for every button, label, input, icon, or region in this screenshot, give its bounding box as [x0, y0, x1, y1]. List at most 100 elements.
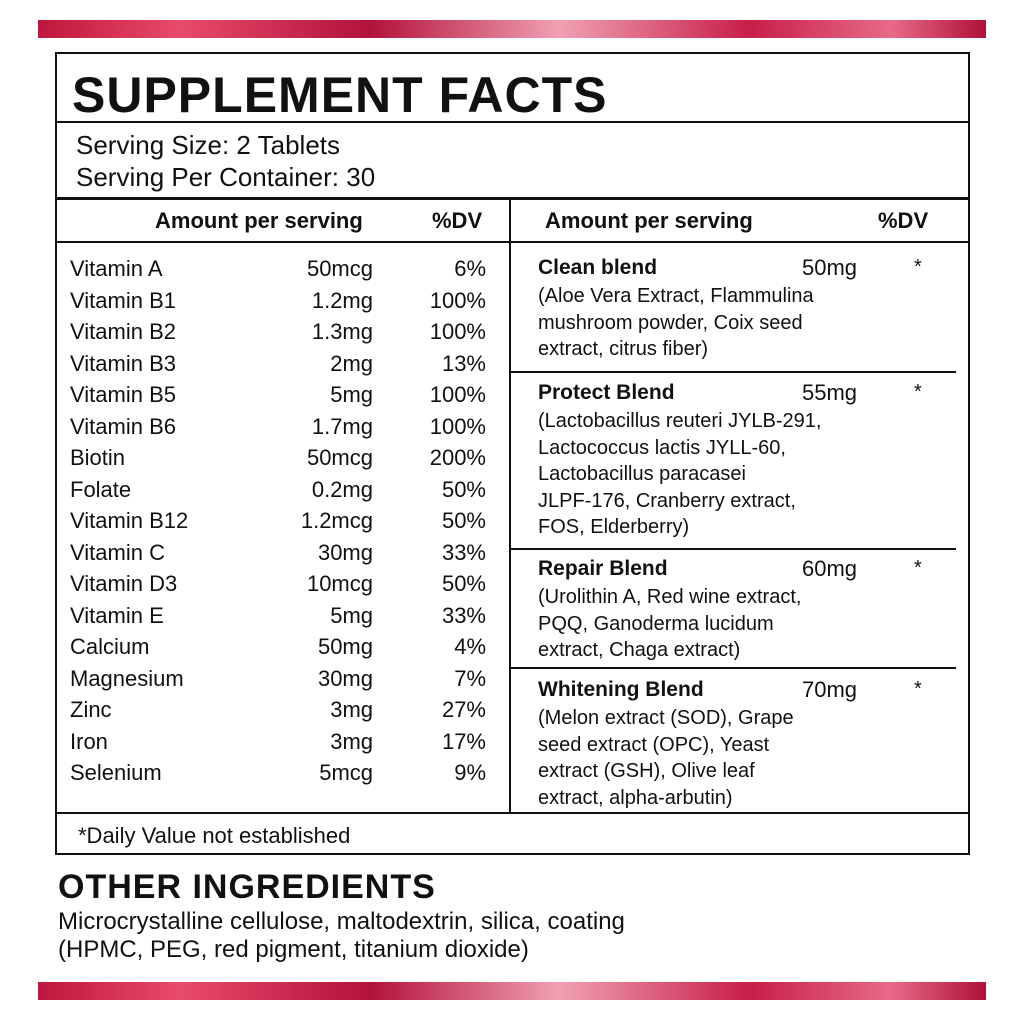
- nutrient-amount: 0.2mg: [311, 476, 373, 502]
- other-ingredients-text: Microcrystalline cellulose, maltodextrin…: [58, 908, 625, 935]
- divider: [510, 371, 956, 373]
- blend-ingredients: Lactobacillus paracasei: [538, 463, 746, 485]
- nutrient-name: Vitamin B12: [70, 508, 189, 533]
- bottom-bar: [38, 982, 986, 1000]
- nutrient-name: Vitamin B6: [70, 413, 176, 439]
- blend-amount: 70mg: [802, 677, 858, 702]
- nutrient-dv: 33%: [441, 539, 486, 565]
- blend-amount: 55mg: [802, 380, 858, 405]
- nutrient-amount: 5mcg: [319, 760, 373, 785]
- nutrient-name: Vitamin B1: [70, 287, 176, 313]
- blend-ingredients: (Lactobacillus reuteri JYLB-291,: [538, 410, 822, 432]
- servings-per-container: Serving Per Container: 30: [76, 162, 376, 192]
- nutrient-amount: 3mg: [330, 728, 373, 754]
- blend-ingredients: (Aloe Vera Extract, Flammulina: [538, 285, 814, 307]
- blend-ingredients: extract, Chaga extract): [538, 639, 741, 661]
- nutrient-amount: 10mcg: [306, 571, 373, 596]
- header-amount: Amount per serving: [155, 208, 363, 233]
- header-amount: Amount per serving: [545, 208, 753, 233]
- header-dv: %DV: [878, 208, 929, 233]
- blend-ingredients: seed extract (OPC), Yeast: [538, 733, 770, 756]
- blend-amount: 60mg: [802, 556, 858, 581]
- nutrient-dv: 100%: [429, 319, 486, 344]
- nutrient-amount: 1.3mg: [311, 319, 373, 344]
- nutrient-name: Iron: [70, 728, 108, 754]
- divider: [55, 241, 970, 243]
- nutrient-name: Calcium: [70, 634, 150, 659]
- nutrient-dv: 13%: [441, 350, 486, 376]
- blend-ingredients: (Urolithin A, Red wine extract,: [538, 586, 802, 608]
- nutrient-amount: 5mg: [330, 382, 373, 407]
- nutrient-dv: 33%: [441, 602, 486, 628]
- divider: [510, 667, 956, 669]
- serving-size: Serving Size: 2 Tablets: [76, 130, 340, 160]
- divider: [55, 121, 970, 123]
- nutrient-amount: 1.2mg: [311, 287, 373, 313]
- nutrient-dv: 50%: [441, 476, 486, 502]
- blend-ingredients: Lactococcus lactis JYLL-60,: [538, 436, 786, 459]
- blend-ingredients: (Melon extract (SOD), Grape: [538, 707, 794, 729]
- blend-dv: *: [914, 678, 922, 700]
- nutrient-dv: 100%: [429, 413, 486, 439]
- blend-name: Clean blend: [538, 256, 658, 279]
- blend-name: Repair Blend: [538, 557, 668, 580]
- nutrient-amount: 30mg: [317, 539, 373, 565]
- nutrient-amount: 2mg: [330, 350, 373, 376]
- other-ingredients-text: (HPMC, PEG, red pigment, titanium dioxid…: [58, 936, 529, 963]
- blend-ingredients: extract, alpha-arbutin): [538, 786, 733, 809]
- nutrient-dv: 4%: [454, 634, 486, 659]
- nutrient-dv: 200%: [429, 445, 486, 470]
- nutrient-amount: 1.7mg: [311, 413, 373, 439]
- blend-ingredients: extract (GSH), Olive leaf: [538, 760, 755, 782]
- blend-name: Whitening Blend: [538, 678, 704, 701]
- nutrient-amount: 5mg: [330, 602, 373, 628]
- divider: [55, 812, 970, 814]
- nutrient-name: Vitamin B2: [70, 319, 176, 344]
- blend-name: Protect Blend: [538, 381, 675, 404]
- nutrient-dv: 100%: [429, 382, 486, 407]
- blend-dv: *: [914, 381, 922, 403]
- footnote: *Daily Value not established: [78, 823, 351, 848]
- nutrient-name: Vitamin B3: [70, 350, 176, 376]
- nutrient-name: Selenium: [70, 760, 162, 785]
- nutrient-dv: 50%: [441, 508, 486, 533]
- blend-ingredients: JLPF-176, Cranberry extract,: [538, 489, 796, 512]
- divider: [55, 197, 970, 200]
- nutrient-amount: 1.2mcg: [300, 508, 373, 533]
- top-bar: [38, 20, 986, 38]
- nutrient-name: Vitamin B5: [70, 382, 176, 407]
- nutrient-name: Vitamin E: [70, 602, 164, 628]
- blend-ingredients: extract, citrus fiber): [538, 338, 709, 360]
- nutrient-name: Vitamin D3: [70, 571, 178, 596]
- nutrient-dv: 50%: [441, 571, 486, 596]
- blend-ingredients: FOS, Elderberry): [538, 516, 690, 538]
- nutrient-amount: 30mg: [317, 665, 373, 691]
- facts-box: [55, 52, 970, 855]
- nutrient-dv: 27%: [441, 697, 486, 722]
- nutrient-amount: 50mcg: [306, 256, 373, 281]
- nutrient-dv: 17%: [441, 728, 486, 754]
- nutrient-name: Vitamin A: [70, 256, 163, 281]
- blend-dv: *: [914, 557, 922, 579]
- nutrient-amount: 50mcg: [306, 445, 373, 470]
- nutrient-dv: 9%: [454, 760, 486, 785]
- header-dv: %DV: [432, 208, 483, 233]
- nutrient-amount: 3mg: [330, 697, 373, 722]
- nutrient-dv: 7%: [454, 665, 486, 691]
- nutrient-name: Biotin: [70, 445, 126, 470]
- nutrient-dv: 100%: [429, 287, 486, 313]
- blend-ingredients: mushroom powder, Coix seed: [538, 311, 803, 334]
- blend-dv: *: [914, 256, 922, 278]
- nutrient-dv: 6%: [454, 256, 486, 281]
- nutrient-name: Magnesium: [70, 665, 184, 691]
- other-ingredients-title: OTHER INGREDIENTS: [58, 868, 436, 906]
- nutrient-name: Zinc: [70, 697, 112, 722]
- nutrient-name: Folate: [70, 476, 132, 502]
- nutrient-name: Vitamin C: [70, 539, 165, 565]
- blend-ingredients: PQQ, Ganoderma lucidum: [538, 612, 774, 635]
- column-divider: [509, 198, 511, 812]
- title: SUPPLEMENT FACTS: [72, 67, 608, 123]
- nutrient-amount: 50mg: [317, 634, 373, 659]
- blend-amount: 50mg: [802, 255, 858, 280]
